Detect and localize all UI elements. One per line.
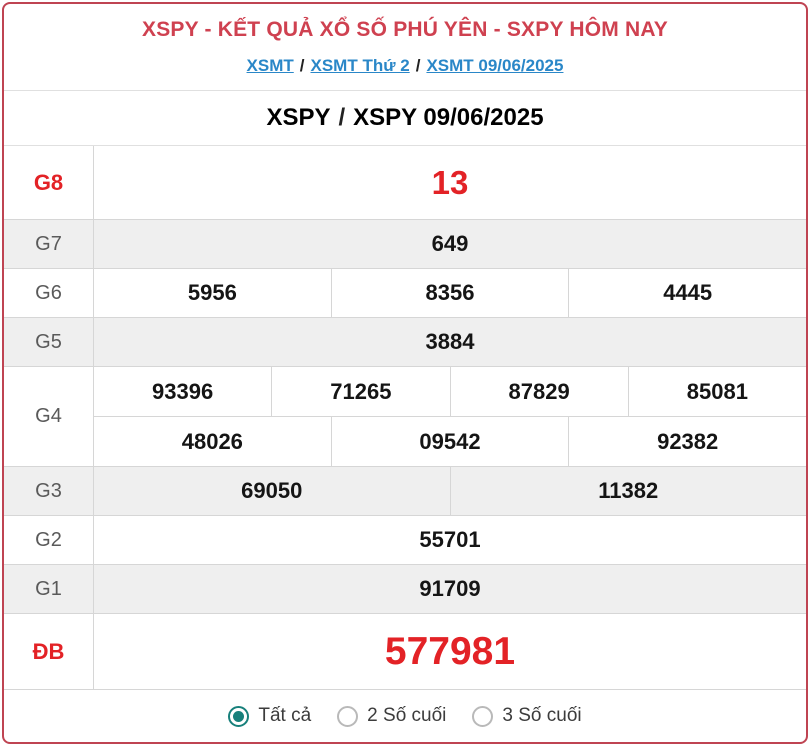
radio-option-all[interactable]: Tất cả: [228, 705, 311, 727]
prize-label: G1: [4, 565, 94, 613]
table-row-g3: G3 69050 11382: [4, 467, 806, 516]
radio-option-last2[interactable]: 2 Số cuối: [337, 705, 446, 727]
prize-number: 13: [431, 163, 469, 201]
prize-number: 48026: [94, 417, 332, 466]
breadcrumb-separator: /: [415, 56, 421, 75]
radio-label: 2 Số cuối: [367, 705, 447, 726]
prize-label: G2: [4, 516, 94, 564]
display-filter: Tất cả 2 Số cuối 3 Số cuối: [4, 690, 806, 742]
table-row-g4: G4 93396 71265 87829 85081 48026 09542 9…: [4, 367, 806, 467]
prize-number: 4445: [663, 280, 713, 305]
prize-number: 93396: [94, 367, 273, 416]
prize-label: G6: [4, 269, 94, 317]
page-title: XSPY - KẾT QUẢ XỔ SỐ PHÚ YÊN - SXPY HÔM …: [142, 18, 668, 41]
table-row-g6: G6 5956 8356 4445: [4, 269, 806, 318]
prize-number: 09542: [332, 417, 570, 466]
prize-number: 649: [431, 231, 469, 256]
header: XSPY - KẾT QUẢ XỔ SỐ PHÚ YÊN - SXPY HÔM …: [4, 4, 806, 91]
radio-label: 3 Số cuối: [502, 705, 582, 726]
prize-label: G8: [4, 146, 94, 219]
radio-label: Tất cả: [258, 705, 312, 726]
prize-label: G4: [4, 367, 94, 466]
radio-option-last3[interactable]: 3 Số cuối: [472, 705, 582, 727]
prize-number: 85081: [686, 378, 748, 404]
breadcrumb-link-xsmt-thu2[interactable]: XSMT Thứ 2: [310, 56, 410, 75]
prize-label: G5: [4, 318, 94, 366]
prize-label: ĐB: [4, 614, 94, 689]
prize-number: 55701: [419, 527, 481, 552]
table-row-db: ĐB 577981: [4, 614, 806, 690]
subheader: XSPY / XSPY 09/06/2025: [4, 91, 806, 146]
radio-icon: [228, 705, 250, 727]
radio-icon: [337, 705, 359, 727]
table-row-g1: G1 91709: [4, 565, 806, 614]
breadcrumb: XSMT / XSMT Thứ 2 / XSMT 09/06/2025: [4, 56, 806, 76]
breadcrumb-link-xsmt[interactable]: XSMT: [246, 56, 294, 75]
prize-number: 8356: [332, 269, 570, 317]
prize-number: 91709: [419, 576, 481, 601]
prize-number: 69050: [94, 467, 451, 515]
subheader-link-xspy[interactable]: XSPY: [266, 104, 331, 131]
table-row-g8: G8 13: [4, 146, 806, 220]
prize-number: 87829: [451, 367, 629, 416]
table-row-g5: G5 3884: [4, 318, 806, 367]
prize-label: G7: [4, 220, 94, 268]
prize-number: 11382: [598, 478, 659, 503]
prize-number: 71265: [272, 367, 451, 416]
table-row-g2: G2 55701: [4, 516, 806, 565]
prize-number: 3884: [425, 329, 475, 354]
subheader-link-xspy-date[interactable]: XSPY 09/06/2025: [353, 104, 544, 131]
prize-number: 577981: [384, 629, 516, 673]
prize-number: 5956: [94, 269, 332, 317]
table-row-g7: G7 649: [4, 220, 806, 269]
subheader-separator: /: [338, 104, 346, 131]
breadcrumb-link-xsmt-date[interactable]: XSMT 09/06/2025: [426, 56, 564, 75]
prize-number: 92382: [657, 428, 719, 454]
radio-icon: [472, 705, 494, 727]
breadcrumb-separator: /: [299, 56, 305, 75]
prize-label: G3: [4, 467, 94, 515]
